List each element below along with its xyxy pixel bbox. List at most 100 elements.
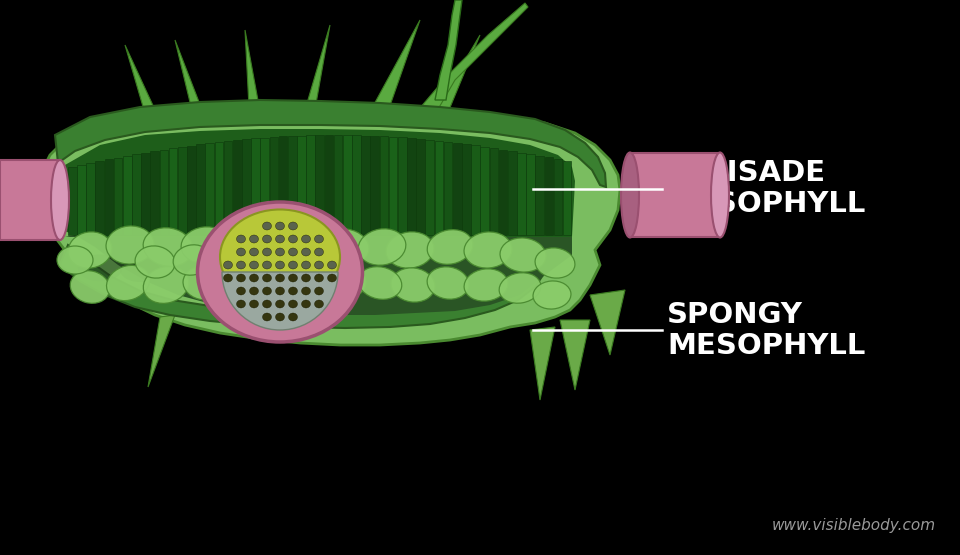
Ellipse shape	[236, 300, 246, 308]
Ellipse shape	[289, 287, 298, 295]
Ellipse shape	[276, 261, 284, 269]
Polygon shape	[60, 245, 548, 328]
Polygon shape	[526, 154, 535, 235]
Ellipse shape	[78, 255, 123, 281]
Ellipse shape	[315, 261, 324, 269]
Polygon shape	[462, 144, 470, 235]
Ellipse shape	[464, 269, 508, 301]
Ellipse shape	[208, 238, 252, 272]
Polygon shape	[563, 161, 571, 235]
Polygon shape	[407, 138, 416, 235]
Ellipse shape	[315, 235, 324, 243]
Ellipse shape	[173, 245, 211, 275]
Polygon shape	[68, 166, 77, 235]
Polygon shape	[435, 0, 462, 100]
Ellipse shape	[236, 235, 246, 243]
Polygon shape	[444, 142, 452, 235]
Polygon shape	[372, 20, 420, 113]
Ellipse shape	[262, 222, 272, 230]
Polygon shape	[554, 159, 563, 235]
Polygon shape	[55, 100, 606, 187]
Polygon shape	[215, 142, 224, 235]
Ellipse shape	[250, 261, 258, 269]
Ellipse shape	[327, 261, 337, 269]
Polygon shape	[480, 147, 489, 235]
Ellipse shape	[143, 266, 189, 304]
Polygon shape	[408, 3, 528, 127]
Ellipse shape	[301, 300, 310, 308]
Polygon shape	[508, 151, 516, 235]
Polygon shape	[361, 135, 370, 235]
Polygon shape	[132, 154, 141, 235]
Ellipse shape	[289, 261, 298, 269]
Ellipse shape	[181, 227, 228, 263]
Polygon shape	[141, 153, 150, 235]
Text: SPONGY
MESOPHYLL: SPONGY MESOPHYLL	[667, 301, 866, 360]
Polygon shape	[590, 290, 625, 355]
Text: PALISADE
MESOPHYLL: PALISADE MESOPHYLL	[667, 159, 866, 218]
Ellipse shape	[289, 274, 298, 282]
Ellipse shape	[427, 267, 468, 299]
Polygon shape	[471, 145, 480, 235]
Ellipse shape	[224, 274, 232, 282]
Ellipse shape	[358, 267, 402, 299]
Polygon shape	[148, 315, 175, 387]
Ellipse shape	[262, 274, 272, 282]
Polygon shape	[498, 149, 507, 235]
Ellipse shape	[236, 287, 246, 295]
Ellipse shape	[301, 274, 310, 282]
Polygon shape	[371, 136, 379, 235]
Ellipse shape	[57, 246, 93, 274]
Polygon shape	[151, 152, 159, 235]
Ellipse shape	[276, 313, 284, 321]
Ellipse shape	[220, 209, 340, 305]
Ellipse shape	[281, 227, 329, 263]
Ellipse shape	[276, 222, 284, 230]
Ellipse shape	[358, 229, 406, 265]
Polygon shape	[196, 144, 204, 235]
Ellipse shape	[289, 235, 298, 243]
Ellipse shape	[70, 271, 109, 303]
Ellipse shape	[218, 231, 268, 269]
Polygon shape	[175, 40, 205, 122]
Ellipse shape	[315, 248, 324, 256]
Polygon shape	[252, 138, 260, 235]
Ellipse shape	[301, 235, 310, 243]
Polygon shape	[425, 140, 434, 235]
Polygon shape	[417, 139, 425, 235]
Ellipse shape	[183, 266, 227, 300]
Ellipse shape	[621, 153, 639, 238]
Polygon shape	[86, 163, 95, 235]
Ellipse shape	[276, 287, 284, 295]
Polygon shape	[434, 35, 480, 118]
Ellipse shape	[499, 273, 540, 303]
Polygon shape	[0, 160, 60, 240]
Ellipse shape	[262, 300, 272, 308]
Polygon shape	[305, 25, 330, 111]
Ellipse shape	[315, 300, 324, 308]
Polygon shape	[105, 159, 113, 235]
Polygon shape	[379, 137, 388, 235]
Ellipse shape	[533, 281, 571, 309]
Polygon shape	[270, 137, 278, 235]
Polygon shape	[435, 141, 444, 235]
Ellipse shape	[289, 222, 298, 230]
Polygon shape	[169, 148, 178, 235]
Ellipse shape	[315, 274, 324, 282]
Polygon shape	[306, 135, 315, 235]
Ellipse shape	[276, 300, 284, 308]
Polygon shape	[343, 135, 351, 235]
Ellipse shape	[250, 300, 258, 308]
Ellipse shape	[315, 287, 324, 295]
Ellipse shape	[301, 287, 310, 295]
Polygon shape	[65, 235, 572, 315]
Ellipse shape	[289, 248, 298, 256]
Ellipse shape	[250, 248, 258, 256]
Ellipse shape	[321, 229, 369, 265]
Ellipse shape	[276, 235, 284, 243]
Polygon shape	[187, 145, 196, 235]
Ellipse shape	[68, 232, 112, 268]
Ellipse shape	[262, 261, 272, 269]
Ellipse shape	[51, 160, 69, 240]
Ellipse shape	[391, 268, 435, 302]
